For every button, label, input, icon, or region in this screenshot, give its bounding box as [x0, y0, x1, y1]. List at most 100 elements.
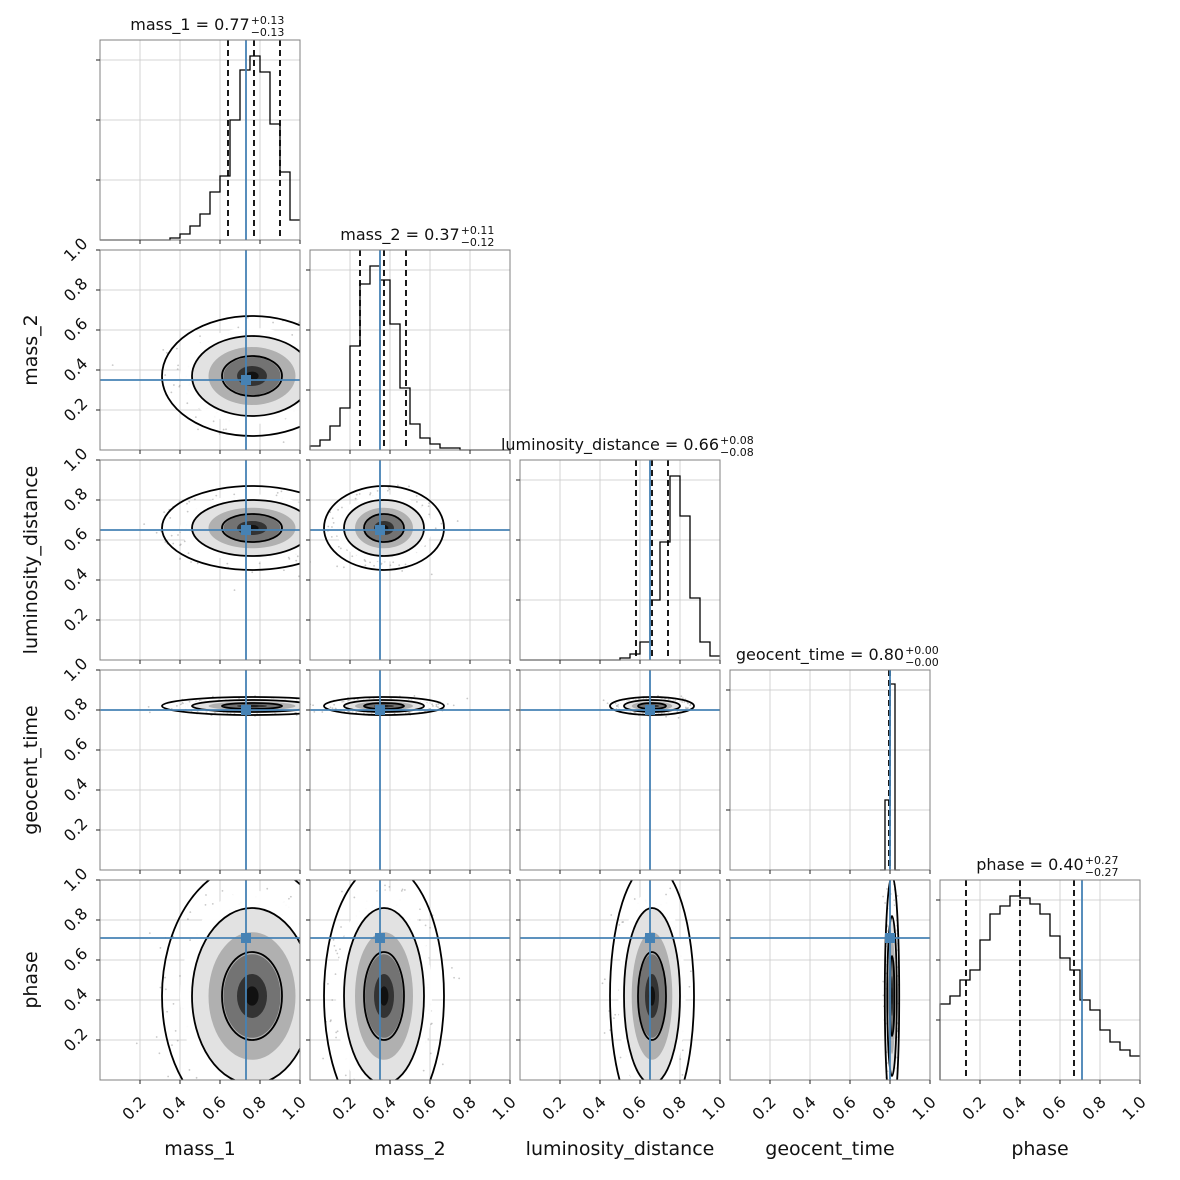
- scatter-point: [170, 391, 173, 394]
- scatter-point: [274, 1112, 276, 1114]
- scatter-point: [143, 523, 146, 525]
- scatter-point: [376, 490, 379, 492]
- scatter-point: [356, 698, 359, 701]
- scatter-point: [466, 697, 469, 700]
- truth-point: [375, 705, 385, 715]
- scatter-point: [621, 921, 624, 924]
- scatter-point: [234, 1091, 236, 1093]
- scatter-point: [280, 490, 283, 493]
- scatter-point: [428, 513, 431, 516]
- scatter-point: [618, 924, 621, 926]
- scatter-point: [336, 1030, 339, 1033]
- scatter-point: [307, 380, 309, 382]
- panel-frame: [519, 669, 721, 871]
- scatter-point: [331, 526, 333, 528]
- scatter-point: [332, 938, 335, 941]
- scatter-point: [253, 1083, 255, 1085]
- scatter-point: [204, 903, 207, 906]
- scatter-point: [301, 702, 303, 704]
- scatter-point: [305, 995, 307, 997]
- scatter-point: [307, 372, 309, 374]
- scatter-point: [601, 982, 604, 985]
- scatter-point: [288, 557, 291, 560]
- scatter-point: [164, 976, 166, 979]
- scatter-point: [321, 711, 324, 713]
- title-mass_2: mass_2 = 0.37: [340, 225, 459, 245]
- scatter-point: [245, 874, 247, 876]
- scatter-point: [340, 926, 342, 928]
- scatter-point: [314, 700, 316, 702]
- scatter-point: [437, 703, 440, 705]
- scatter-point: [319, 705, 321, 707]
- scatter-point: [364, 560, 367, 563]
- panel-frame: [309, 879, 511, 1081]
- scatter-point: [317, 524, 319, 526]
- scatter-point: [266, 887, 269, 890]
- scatter-point: [354, 1083, 356, 1085]
- panel-2d-mass_2-vs-phase: [306, 879, 511, 1088]
- scatter-point: [303, 1066, 305, 1068]
- title-upper-error: +0.13: [251, 14, 285, 27]
- scatter-point: [333, 380, 335, 382]
- scatter-point: [606, 702, 609, 705]
- scatter-point: [315, 990, 317, 992]
- scatter-point: [313, 711, 316, 713]
- scatter-point: [330, 1019, 332, 1022]
- contour-line: [221, 513, 283, 543]
- scatter-point: [401, 570, 404, 572]
- scatter-point: [301, 1038, 303, 1040]
- scatter-point: [237, 326, 240, 329]
- scatter-point: [179, 558, 181, 560]
- contour-line: [191, 907, 300, 1080]
- scatter-point: [286, 1173, 288, 1175]
- scatter-point: [676, 710, 679, 713]
- scatter-point: [159, 947, 162, 949]
- panel-content: [730, 880, 930, 1080]
- scatter-point: [602, 699, 605, 702]
- scatter-point: [382, 1083, 384, 1085]
- scatter-point: [364, 564, 367, 567]
- scatter-point: [681, 1049, 684, 1052]
- truth-point: [375, 525, 385, 535]
- scatter-point: [306, 1010, 308, 1012]
- scatter-point: [689, 704, 692, 707]
- scatter-point: [369, 493, 371, 496]
- scatter-point: [685, 707, 688, 710]
- scatter-point: [175, 347, 178, 350]
- scatter-point: [272, 321, 274, 324]
- scatter-point: [412, 1083, 414, 1085]
- contour-line: [191, 699, 300, 713]
- scatter-point: [301, 543, 303, 545]
- scatter-point: [186, 402, 189, 405]
- scatter-point: [148, 711, 151, 714]
- scatter-point: [172, 542, 175, 545]
- scatter-point: [664, 865, 666, 867]
- scatter-point: [304, 959, 306, 961]
- scatter-point: [441, 1063, 444, 1066]
- scatter-point: [342, 566, 345, 569]
- scatter-point: [300, 355, 302, 357]
- scatter-point: [380, 562, 383, 565]
- scatter-point: [319, 537, 321, 539]
- panel-2d-mass_1-vs-luminosity_distance: [96, 459, 321, 664]
- scatter-point: [148, 932, 151, 935]
- scatter-point: [307, 703, 309, 705]
- scatter-point: [386, 489, 389, 492]
- contour-line: [323, 880, 445, 1080]
- title-upper-error: +0.00: [905, 644, 939, 657]
- panel-hist-luminosity_distance: luminosity_distance = 0.66 +0.08−0.08: [501, 434, 754, 661]
- scatter-point: [353, 698, 356, 701]
- scatter-point: [313, 423, 315, 425]
- title-lower-error: −0.12: [461, 236, 495, 249]
- scatter-point: [226, 562, 229, 565]
- scatter-point: [303, 342, 305, 344]
- scatter-point: [305, 702, 307, 704]
- scatter-point: [401, 888, 404, 891]
- scatter-point: [399, 1086, 401, 1088]
- scatter-point: [415, 495, 418, 497]
- scatter-point: [301, 709, 303, 711]
- scatter-point: [388, 885, 391, 888]
- panel-frame: [309, 249, 511, 451]
- scatter-point: [430, 573, 433, 576]
- scatter-point: [291, 334, 294, 336]
